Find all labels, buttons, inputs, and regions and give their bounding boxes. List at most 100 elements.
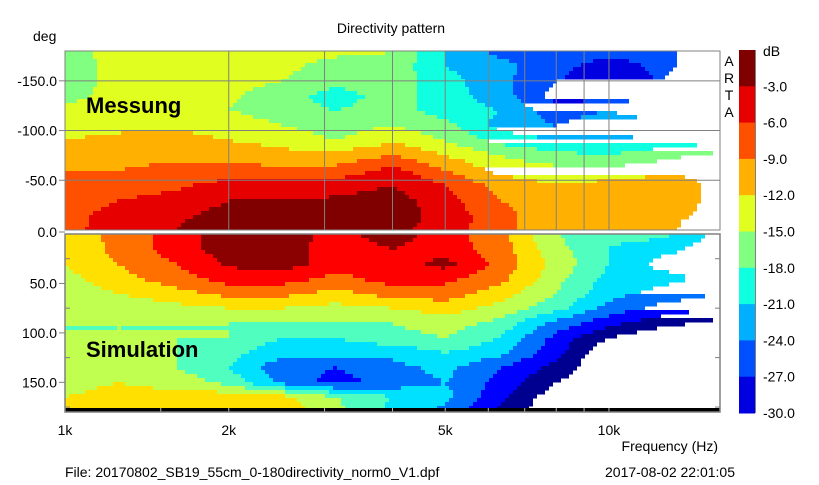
heatmap-cell [525, 318, 557, 323]
heatmap-cell [105, 246, 153, 251]
heatmap-cell [125, 167, 381, 172]
heatmap-cell [453, 370, 497, 375]
heatmap-cell [565, 238, 649, 243]
heatmap-cell [65, 262, 117, 267]
heatmap-cell [277, 338, 345, 343]
heatmap-cell [449, 398, 477, 403]
y-axis-label: deg [33, 28, 56, 44]
heatmap-cell [65, 298, 153, 303]
heatmap-cell [65, 314, 505, 319]
heatmap-cell [177, 354, 241, 359]
heatmap-cell [65, 354, 177, 359]
x-tick-label: 5k [438, 422, 454, 438]
heatmap-cell [465, 207, 513, 212]
colorbar-tick-label: -21.0 [763, 296, 795, 312]
heatmap-cell [621, 322, 685, 327]
heatmap-cell [65, 330, 229, 335]
heatmap-cell [469, 234, 509, 239]
heatmap-cell [109, 203, 221, 208]
heatmap-cell [417, 346, 469, 351]
heatmap-cell [345, 406, 385, 409]
heatmap-cell [317, 59, 417, 64]
heatmap-cell [405, 242, 473, 247]
watermark-letter: A [724, 53, 734, 69]
heatmap-cell [517, 310, 553, 315]
heatmap-cell [501, 354, 533, 359]
heatmap-cell [445, 382, 485, 387]
heatmap-cell [537, 350, 565, 355]
heatmap-cell [465, 159, 525, 164]
heatmap-cell [449, 378, 489, 383]
watermark-letter: T [725, 87, 734, 103]
heatmap-cell [497, 55, 677, 60]
heatmap-cell [65, 195, 137, 200]
heatmap-cell [253, 382, 285, 387]
heatmap-cell [317, 91, 357, 96]
heatmap-cell [509, 234, 533, 239]
heatmap-cell [209, 278, 309, 283]
colorbar-band [739, 231, 755, 269]
heatmap-cell [465, 326, 513, 331]
heatmap-cell [593, 318, 641, 323]
heatmap-cell [469, 223, 517, 228]
measurement-panel-frame [64, 50, 721, 231]
colorbar-tick-label: -9.0 [763, 151, 787, 167]
heatmap-cell [525, 286, 561, 291]
heatmap-cell [509, 238, 533, 243]
heatmap-cell [117, 262, 177, 267]
heatmap-cell [541, 346, 569, 351]
simulation-heatmap [65, 234, 713, 409]
heatmap-cell [221, 382, 253, 387]
heatmap-cell [417, 55, 445, 60]
heatmap-cell [417, 99, 477, 104]
heatmap-cell [417, 87, 469, 92]
heatmap-cell [377, 242, 405, 247]
heatmap-cell [385, 51, 417, 56]
heatmap-cell [553, 294, 585, 299]
heatmap-cell [421, 366, 457, 371]
y-tick-label: -150.0 [17, 73, 57, 89]
heatmap-cell [413, 171, 453, 176]
heatmap-cell [457, 278, 509, 283]
heatmap-cell [65, 179, 217, 184]
heatmap-cell [561, 282, 593, 287]
heatmap-cell [181, 302, 329, 307]
heatmap-cell [497, 111, 537, 116]
heatmap-cell [449, 155, 505, 160]
heatmap-cell [493, 302, 537, 307]
heatmap-cell [469, 87, 513, 92]
heatmap-cell [201, 246, 309, 251]
heatmap-cell [485, 382, 521, 387]
heatmap-cell [573, 250, 609, 255]
heatmap-cell [65, 99, 77, 104]
heatmap-cell [597, 306, 645, 311]
heatmap-cell [65, 95, 89, 100]
heatmap-cell [97, 63, 305, 68]
heatmap-cell [489, 378, 525, 383]
heatmap-cell [353, 274, 469, 279]
heatmap-cell [505, 298, 545, 303]
heatmap-cell [469, 211, 517, 216]
heatmap-cell [341, 398, 389, 403]
heatmap-cell [413, 227, 469, 231]
heatmap-cell [309, 250, 477, 255]
heatmap-cell [201, 242, 309, 247]
heatmap-cell [361, 378, 441, 383]
heatmap-cell [233, 370, 265, 375]
heatmap-cell [457, 71, 517, 76]
heatmap-cell [513, 87, 549, 92]
heatmap-cell [353, 290, 477, 295]
heatmap-cell [433, 135, 477, 140]
heatmap-cell [533, 282, 561, 287]
heatmap-cell [441, 167, 485, 172]
colorbar-tick-label: -27.0 [763, 369, 795, 385]
heatmap-cell [113, 258, 169, 263]
heatmap-cell [65, 111, 241, 116]
heatmap-cell [69, 266, 125, 271]
heatmap-cell [469, 274, 509, 279]
heatmap-cell [65, 147, 289, 152]
heatmap-cell [481, 254, 517, 259]
heatmap-cell [293, 266, 441, 271]
heatmap-cell [377, 187, 397, 192]
heatmap-cell [65, 155, 381, 160]
